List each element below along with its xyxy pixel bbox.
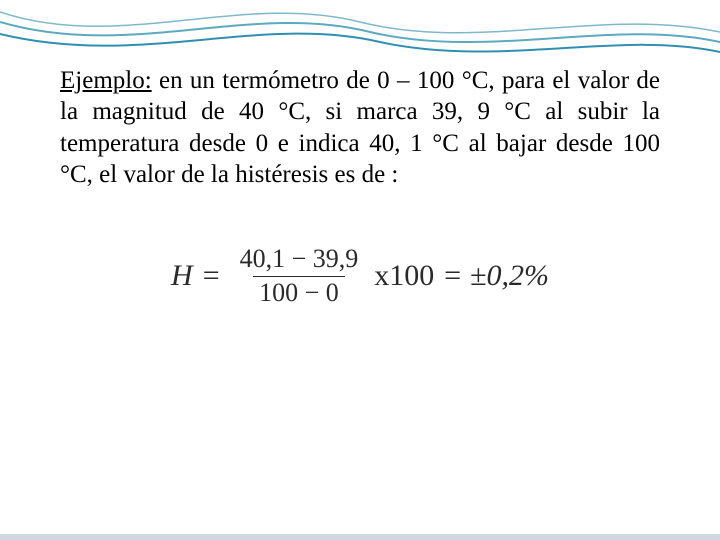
formula-multiplier: x100 — [374, 259, 434, 293]
formula-fraction: 40,1 − 39,9 100 − 0 — [234, 245, 365, 307]
example-label: Ejemplo: — [60, 67, 152, 94]
slide-content: Ejemplo: en un termómetro de 0 – 100 °C,… — [60, 65, 660, 307]
hysteresis-formula: H = 40,1 − 39,9 100 − 0 x100 = ±0,2% — [171, 245, 549, 307]
formula-lhs: H — [171, 259, 193, 293]
formula-result: = ±0,2% — [442, 259, 549, 293]
formula-denominator: 100 − 0 — [253, 276, 345, 308]
formula-numerator: 40,1 − 39,9 — [234, 245, 365, 276]
formula-container: H = 40,1 − 39,9 100 − 0 x100 = ±0,2% — [60, 245, 660, 307]
bottom-border — [0, 534, 720, 540]
example-paragraph: Ejemplo: en un termómetro de 0 – 100 °C,… — [60, 65, 660, 190]
equals-sign: = — [203, 259, 220, 293]
